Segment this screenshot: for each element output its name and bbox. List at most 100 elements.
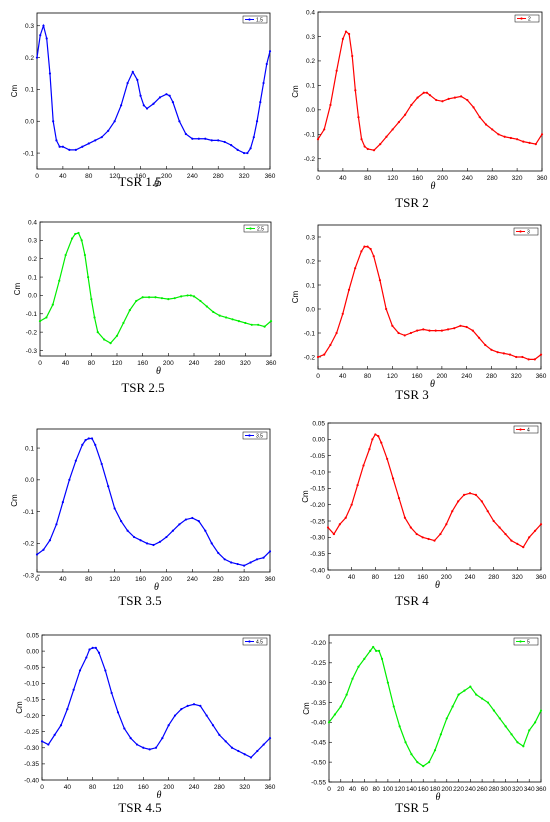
x-tick-label: 360 [265, 173, 276, 180]
data-point [351, 677, 354, 680]
data-point [83, 253, 87, 257]
data-point [386, 681, 389, 684]
plot-frame [317, 224, 542, 370]
data-point [377, 434, 380, 438]
y-tick-label: -0.35 [24, 761, 39, 768]
data-point [528, 536, 531, 539]
data-point [90, 297, 93, 301]
data-point [224, 740, 227, 743]
x-tick-label: 120 [387, 373, 398, 380]
data-point [422, 765, 425, 768]
legend: 4.5 [242, 637, 268, 645]
x-tick-label: 200 [161, 576, 172, 583]
data-point [339, 705, 342, 708]
data-point [451, 705, 454, 708]
data-point [35, 56, 39, 59]
data-point [139, 94, 142, 97]
data-point [126, 529, 129, 532]
data-point [268, 50, 272, 53]
data-point [77, 231, 80, 235]
x-tick-label: 200 [437, 175, 448, 182]
data-point [372, 255, 375, 258]
y-tick-label: -0.1 [304, 132, 316, 139]
x-tick-label: 80 [85, 173, 93, 180]
data-point [237, 320, 241, 323]
data-point [87, 275, 90, 279]
series-line [328, 645, 542, 767]
x-tick-label: 280 [213, 173, 224, 180]
data-point [212, 310, 215, 314]
data-point [269, 320, 273, 323]
data-point [250, 323, 253, 326]
data-point [97, 651, 101, 654]
y-tick-label: -0.35 [310, 551, 325, 558]
data-point [372, 645, 375, 649]
data-point [510, 539, 513, 542]
data-point [433, 749, 437, 752]
data-point [167, 297, 170, 301]
x-tick-label: 120 [113, 784, 124, 791]
data-point [357, 665, 360, 668]
chart-panel: 0 40 80 120 160 200 240 280 320 360 -0.40 -0.35 -0.3… [301, 420, 547, 608]
data-point [55, 523, 58, 526]
data-point [516, 138, 519, 141]
data-point [154, 746, 158, 749]
data-point [192, 703, 196, 706]
data-point [249, 561, 252, 564]
data-point [471, 329, 474, 332]
chart-panel: 0 40 80 120 160 200 240 280 320 360 -0.3 -0.2 -0.1 0.… [10, 428, 276, 608]
chart-panel: 0 40 80 120 160 200 240 280 320 360 -0.3 -0.2 -0.1 0.… [13, 219, 277, 395]
data-point [120, 104, 123, 107]
chart-caption: TSR 3.5 [118, 593, 161, 608]
data-point [131, 70, 134, 73]
data-point [459, 324, 462, 327]
x-tick-label: 0 [38, 360, 42, 367]
data-point [428, 329, 431, 332]
data-point [268, 550, 272, 553]
data-point [329, 103, 332, 107]
data-point [504, 532, 507, 536]
data-point [74, 459, 77, 462]
data-point [39, 34, 42, 37]
legend-label: 3.5 [256, 433, 263, 439]
x-tick-label: 220 [453, 786, 464, 793]
data-point [491, 128, 494, 131]
y-tick-label: 0.4 [306, 9, 315, 16]
data-point [173, 297, 176, 300]
data-point [441, 100, 444, 103]
x-tick-label: 320 [240, 360, 251, 367]
data-point [363, 657, 366, 660]
chart-caption: TSR 4.5 [118, 800, 161, 815]
data-point [371, 438, 374, 441]
data-point [180, 708, 183, 711]
legend: 5 [513, 637, 539, 645]
x-tick-label: 320 [239, 576, 250, 583]
data-point [199, 299, 202, 303]
data-point [372, 149, 376, 152]
x-tick-label: 60 [361, 786, 369, 793]
data-point [439, 532, 442, 536]
y-tick-label: -0.40 [311, 720, 326, 727]
legend-marker [249, 227, 252, 230]
data-point [522, 140, 525, 143]
y-tick-label: -0.1 [26, 311, 38, 318]
data-point [425, 91, 428, 94]
data-point [81, 145, 84, 148]
legend: 1.5 [242, 15, 268, 23]
data-point [492, 709, 495, 712]
data-point [516, 741, 519, 744]
x-tick-label: 40 [348, 574, 356, 581]
data-point [377, 649, 381, 652]
data-point [348, 32, 351, 36]
x-tick-label: 160 [417, 574, 428, 581]
data-point [539, 353, 543, 356]
data-point [528, 141, 531, 144]
x-tick-label: 0 [35, 173, 39, 180]
y-tick-label: 0.2 [306, 58, 315, 65]
x-tick-label: 360 [536, 373, 547, 380]
plot-frame [41, 634, 271, 781]
legend-label: 2 [528, 16, 531, 22]
data-point [357, 116, 360, 119]
plot-frame [317, 11, 543, 172]
data-point [107, 129, 110, 132]
